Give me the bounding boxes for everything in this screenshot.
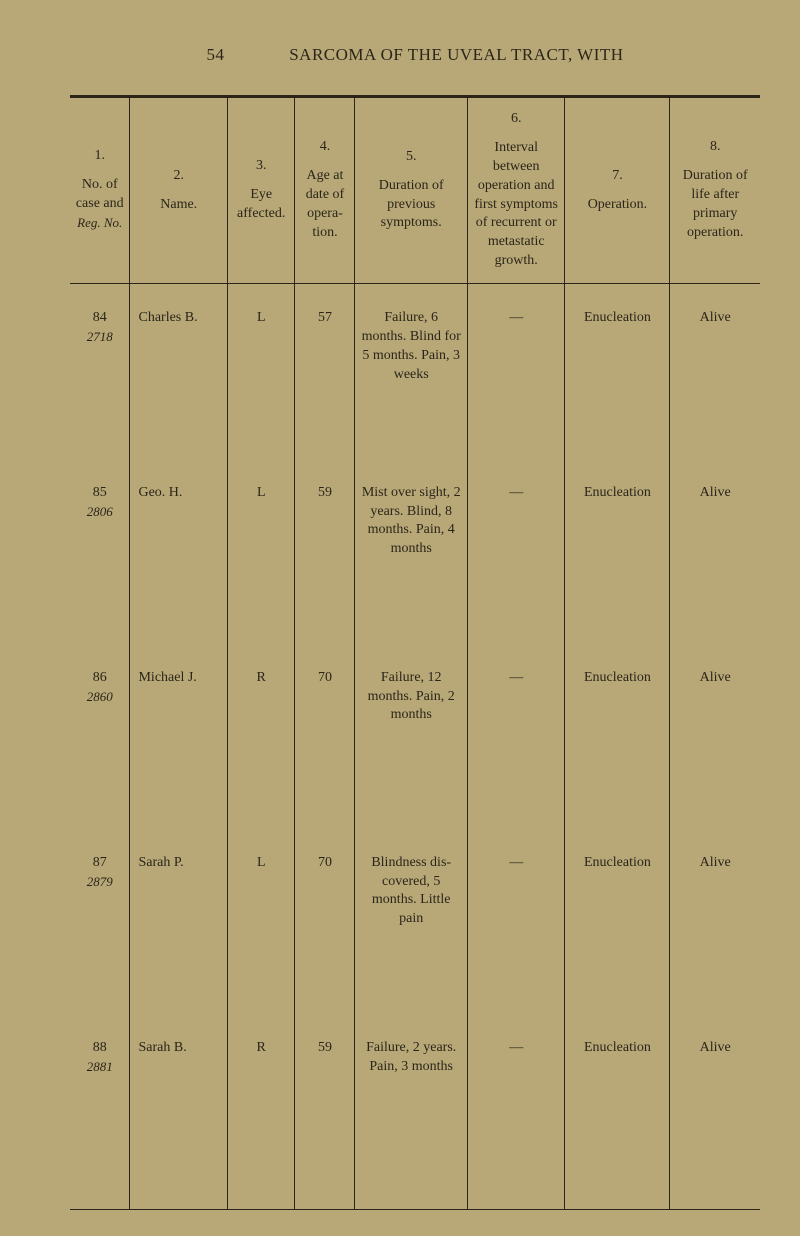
col-num-3: 3. [233,157,290,176]
cell-operation: Enucleation [565,1024,670,1209]
cell-name: Sarah P. [130,839,227,1024]
col-label-3: Eye affected. [237,187,285,221]
cell-age: 59 [295,469,355,654]
cell-case-no: 86 2860 [70,654,130,839]
bottom-rule [70,1209,760,1210]
reg-number: 2860 [87,689,113,704]
cell-eye: L [227,284,295,469]
cell-interval: — [467,839,564,1024]
col-label-6: Interval between operation and first sym… [474,140,558,268]
reg-number: 2879 [87,874,113,889]
cell-duration: Blindness dis-covered, 5 months. Little … [355,839,468,1024]
cell-case-no: 85 2806 [70,469,130,654]
col-header-3: 3. Eye affected. [227,97,295,284]
cell-life: Alive [670,839,760,1024]
col-num-6: 6. [473,110,559,129]
col-header-1: 1. No. of case and Reg. No. [70,97,130,284]
cell-operation: Enucleation [565,654,670,839]
cell-duration: Failure, 6 months. Blind for 5 months. P… [355,284,468,469]
case-number: 86 [76,669,123,688]
table-row: 86 2860 Michael J. R 70 Failure, 12 mont… [70,654,760,839]
table-row: 88 2881 Sarah B. R 59 Failure, 2 years. … [70,1024,760,1209]
cell-eye: L [227,469,295,654]
case-number: 85 [76,484,123,503]
data-table: 1. No. of case and Reg. No. 2. Name. 3. … [70,95,760,1209]
table-row: 85 2806 Geo. H. L 59 Mist over sight, 2 … [70,469,760,654]
reg-number: 2881 [87,1059,113,1074]
col-header-2: 2. Name. [130,97,227,284]
col-header-6: 6. Interval between operation and first … [467,97,564,284]
page-title: SARCOMA OF THE UVEAL TRACT, WITH [289,45,623,65]
cell-interval: — [467,469,564,654]
cell-name: Geo. H. [130,469,227,654]
cell-interval: — [467,284,564,469]
col-label-1: No. of case and Reg. No. [76,177,124,231]
cell-name: Michael J. [130,654,227,839]
col-header-4: 4. Age at date of opera-tion. [295,97,355,284]
col-num-2: 2. [135,167,221,186]
col-num-7: 7. [570,167,664,186]
cell-eye: L [227,839,295,1024]
cell-duration: Failure, 2 years. Pain, 3 months [355,1024,468,1209]
col-label-8: Duration of life after primary operation… [683,168,748,240]
cell-case-no: 88 2881 [70,1024,130,1209]
page-number: 54 [206,45,224,65]
col-num-5: 5. [360,148,462,167]
cell-age: 57 [295,284,355,469]
cell-operation: Enucleation [565,284,670,469]
col-num-8: 8. [675,138,755,157]
cell-life: Alive [670,284,760,469]
cell-case-no: 84 2718 [70,284,130,469]
cell-life: Alive [670,469,760,654]
document-page: 54 SARCOMA OF THE UVEAL TRACT, WITH 1. N… [0,0,800,1236]
cell-interval: — [467,1024,564,1209]
col-label-4: Age at date of opera-tion. [306,168,344,240]
cell-eye: R [227,1024,295,1209]
col-label-5: Duration of previous symptoms. [379,178,444,231]
col-num-4: 4. [300,138,349,157]
table-row: 87 2879 Sarah P. L 70 Blindness dis-cove… [70,839,760,1024]
table-row: 84 2718 Charles B. L 57 Failure, 6 month… [70,284,760,469]
cell-age: 70 [295,839,355,1024]
col-header-8: 8. Duration of life after primary operat… [670,97,760,284]
case-number: 87 [76,854,123,873]
cell-name: Charles B. [130,284,227,469]
cell-life: Alive [670,654,760,839]
col-header-7: 7. Operation. [565,97,670,284]
cell-age: 59 [295,1024,355,1209]
col-label-7: Operation. [588,197,647,212]
page-header: 54 SARCOMA OF THE UVEAL TRACT, WITH [70,45,760,65]
table-body: 84 2718 Charles B. L 57 Failure, 6 month… [70,284,760,1209]
header-row: 1. No. of case and Reg. No. 2. Name. 3. … [70,97,760,284]
col-num-1: 1. [75,147,124,166]
cell-duration: Failure, 12 months. Pain, 2 months [355,654,468,839]
cell-life: Alive [670,1024,760,1209]
cell-interval: — [467,654,564,839]
case-number: 84 [76,309,123,328]
reg-number: 2806 [87,504,113,519]
cell-age: 70 [295,654,355,839]
case-number: 88 [76,1039,123,1058]
cell-operation: Enucleation [565,839,670,1024]
cell-operation: Enucleation [565,469,670,654]
col-label-2: Name. [160,197,197,212]
reg-number: 2718 [87,329,113,344]
cell-name: Sarah B. [130,1024,227,1209]
cell-duration: Mist over sight, 2 years. Blind, 8 month… [355,469,468,654]
col-header-5: 5. Duration of previous symptoms. [355,97,468,284]
cell-eye: R [227,654,295,839]
cell-case-no: 87 2879 [70,839,130,1024]
